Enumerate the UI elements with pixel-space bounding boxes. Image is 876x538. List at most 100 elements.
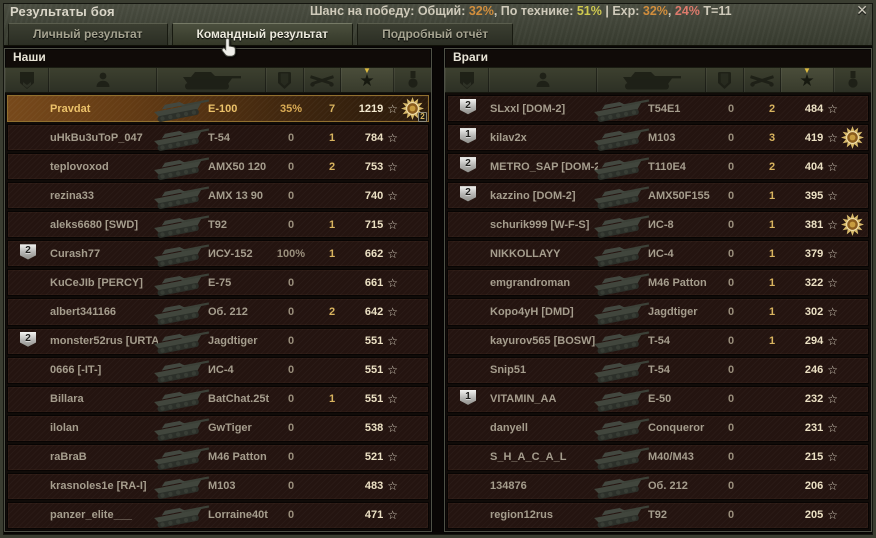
experience-value: 294 xyxy=(804,335,824,348)
table-row[interactable]: S_H_A_C_A_L M40/M43 0 215 ☆ xyxy=(447,443,869,472)
column-experience[interactable]: ▼ ★ xyxy=(781,67,834,92)
page-title: Результаты боя xyxy=(10,4,115,19)
table-row[interactable]: 2 kazzino [DOM-2] AMX50F155 0 1 395 ☆ xyxy=(447,182,869,210)
table-row[interactable]: Billara BatChat.25t 0 1 551 ☆ xyxy=(7,385,429,413)
table-row[interactable]: uHkBu3uToP_047 T-54 0 1 784 ☆ xyxy=(7,124,429,152)
table-row[interactable]: 134876 Об. 212 0 206 ☆ xyxy=(447,472,869,501)
table-row[interactable]: rezina33 AMX 13 90 0 740 ☆ xyxy=(7,182,429,210)
table-row[interactable]: schurik999 [W-F-S] ИС-8 0 1 381 ☆ xyxy=(447,211,869,239)
column-medals[interactable] xyxy=(394,68,431,92)
table-row[interactable]: ilolan GwTiger 0 538 ☆ xyxy=(7,414,429,443)
vehicle-name: AMX 13 90 xyxy=(208,189,264,202)
column-kills[interactable] xyxy=(304,68,341,92)
chance-overall-value: 32% xyxy=(468,4,494,18)
experience-cell: 551 ☆ xyxy=(355,334,398,348)
vehicle-name: Jagdtiger xyxy=(648,305,698,318)
column-shield[interactable] xyxy=(266,68,304,92)
platoon-cell xyxy=(448,477,488,496)
platoon-cell xyxy=(8,186,48,205)
kills-value: 2 xyxy=(768,102,776,115)
player-name: panzer_elite___ xyxy=(50,509,132,522)
vehicle-name: E-75 xyxy=(208,276,232,289)
tank-image-cell xyxy=(153,415,212,443)
kills-value: 2 xyxy=(328,305,336,318)
column-vehicle[interactable] xyxy=(157,68,266,92)
experience-value: 740 xyxy=(364,189,384,202)
column-platoon[interactable] xyxy=(445,68,489,92)
table-row[interactable]: Snip51 T-54 0 246 ☆ xyxy=(447,356,869,384)
shield-value: 0 xyxy=(287,422,295,435)
platoon-badge: 2 xyxy=(460,186,476,202)
experience-value: 551 xyxy=(364,393,384,406)
shield-value: 0 xyxy=(727,393,735,406)
table-row[interactable]: NIKKOLLAYY ИС-4 0 1 379 ☆ xyxy=(447,240,869,268)
table-row[interactable]: teplovoxod AMX50 120 0 2 753 ☆ xyxy=(7,153,429,181)
table-row[interactable]: KuCeJIb [PERCY] E-75 0 661 ☆ xyxy=(7,269,429,297)
player-name: emgrandroman xyxy=(490,276,571,289)
table-row[interactable]: 2 SLxxl [DOM-2] T54E1 0 2 484 ☆ xyxy=(447,95,869,123)
table-row[interactable]: krasnoles1e [RA-I] M103 0 483 ☆ xyxy=(7,472,429,501)
close-icon[interactable]: ✕ xyxy=(856,2,868,18)
table-row[interactable]: 2 METRO_SAP [DOM-2] T110E4 0 2 404 ☆ xyxy=(447,153,869,181)
vehicle-name: ИСУ-152 xyxy=(208,247,253,260)
shield-value: 0 xyxy=(287,218,295,231)
column-player[interactable] xyxy=(49,68,157,92)
chance-tech-value: 51% xyxy=(576,4,602,18)
table-row[interactable]: Kopo4yH [DMD] Jagdtiger 0 1 302 ☆ xyxy=(447,298,869,326)
column-shield[interactable] xyxy=(706,68,744,92)
column-vehicle[interactable] xyxy=(597,68,706,92)
tab-personal-result[interactable]: Личный результат xyxy=(8,23,168,45)
table-row[interactable]: albert341166 Об. 212 0 2 642 ☆ xyxy=(7,298,429,326)
vehicle-name: T92 xyxy=(208,218,227,231)
vehicle-name: T-54 xyxy=(648,364,671,377)
table-row[interactable]: 1 kilav2x M103 0 3 419 ☆ xyxy=(447,124,869,152)
column-medals[interactable] xyxy=(834,68,871,92)
experience-value: 715 xyxy=(364,218,384,231)
table-row[interactable]: aleks6680 [SWD] T92 0 1 715 ☆ xyxy=(7,211,429,239)
vehicle-name: M40/M43 xyxy=(648,451,694,464)
table-row[interactable]: region12rus T92 0 205 ☆ xyxy=(447,501,869,530)
table-row[interactable]: danyell Conqueror 0 231 ☆ xyxy=(447,414,869,443)
column-player[interactable] xyxy=(489,68,597,92)
table-row[interactable]: panzer_elite___ Lorraine40t 0 471 ☆ xyxy=(7,501,429,530)
star-icon: ☆ xyxy=(827,130,838,145)
shield-value: 0 xyxy=(287,131,295,144)
star-icon: ☆ xyxy=(827,334,838,349)
tank-image-cell xyxy=(153,299,212,326)
column-experience[interactable]: ▼ ★ xyxy=(341,67,394,92)
player-name: Kopo4yH [DMD] xyxy=(490,305,574,318)
experience-icon: ★ xyxy=(359,70,375,90)
vehicle-name: AMX50F155 xyxy=(648,189,710,202)
shield-value: 0 xyxy=(727,131,735,144)
tank-image-cell xyxy=(153,386,212,413)
enemies-title: Враги xyxy=(453,50,489,64)
tank-silhouette-icon xyxy=(153,473,212,501)
experience-value: 1219 xyxy=(358,102,384,115)
star-icon: ☆ xyxy=(387,275,398,290)
experience-cell: 753 ☆ xyxy=(355,160,398,174)
star-icon: ☆ xyxy=(827,159,838,174)
table-row[interactable]: emgrandroman M46 Patton 0 1 322 ☆ xyxy=(447,269,869,297)
table-row[interactable]: 2 Curash77 ИСУ-152 100% 1 662 ☆ xyxy=(7,240,429,268)
platoon-cell xyxy=(448,419,488,438)
experience-value: 381 xyxy=(804,218,824,231)
tab-detailed-report[interactable]: Подробный отчёт xyxy=(357,23,514,45)
experience-cell: 419 ☆ xyxy=(795,131,838,145)
table-row[interactable]: raBraB M46 Patton 0 521 ☆ xyxy=(7,443,429,472)
player-name: aleks6680 [SWD] xyxy=(50,218,139,231)
column-kills[interactable] xyxy=(744,68,781,92)
experience-cell: 205 ☆ xyxy=(795,508,838,522)
platoon-icon xyxy=(19,71,34,89)
column-platoon[interactable] xyxy=(5,68,49,92)
table-row[interactable]: 1 VITAMIN_AA E-50 0 232 ☆ xyxy=(447,385,869,413)
experience-cell: 483 ☆ xyxy=(355,479,398,493)
table-row[interactable]: kayurov565 [BOSW] T-54 0 1 294 ☆ xyxy=(447,327,869,355)
tab-team-result[interactable]: Командный результат xyxy=(171,23,354,45)
table-row[interactable]: 2 monster52rus [URTAD] Jagdtiger 0 551 ☆ xyxy=(7,327,429,355)
shield-value: 0 xyxy=(287,160,295,173)
tank-image-cell xyxy=(153,154,212,181)
table-row[interactable]: Pravdat E-100 35% 7 1219 ☆ 2 xyxy=(7,95,429,123)
star-icon: ☆ xyxy=(387,334,398,349)
chance-tech-label: , По технике: xyxy=(493,4,577,18)
table-row[interactable]: 0666 [-IT-] ИС-4 0 551 ☆ xyxy=(7,356,429,384)
